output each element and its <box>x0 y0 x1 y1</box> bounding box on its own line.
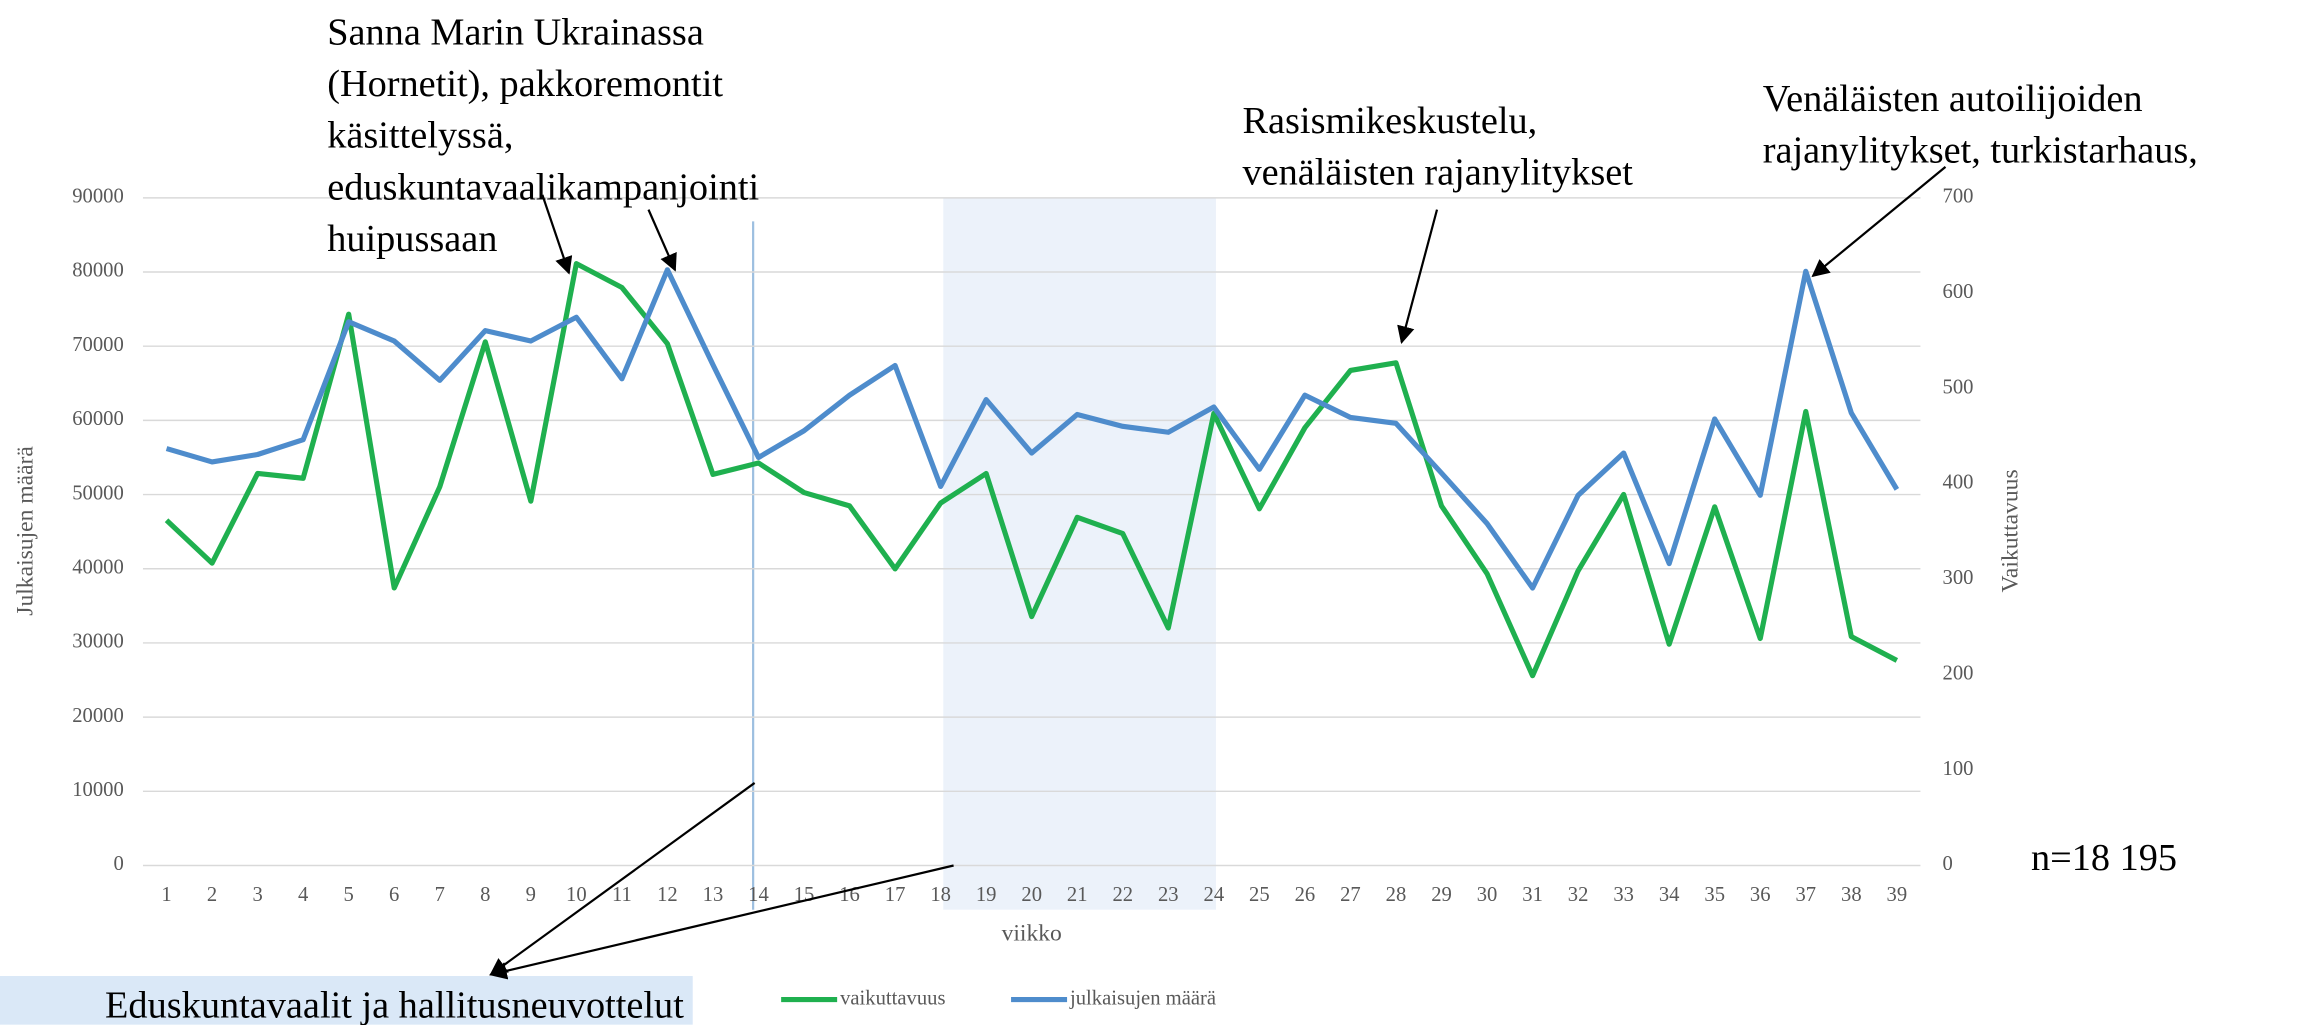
annotation: Sanna Marin Ukrainassa <box>327 12 704 54</box>
x-tick-label: 33 <box>1613 884 1634 906</box>
x-tick-label: 17 <box>885 884 906 906</box>
y2-tick-label: 700 <box>1943 186 1974 208</box>
annotation: Venäläisten autoilijoiden <box>1763 78 2143 120</box>
x-tick-label: 20 <box>1021 884 1042 906</box>
x-tick-label: 37 <box>1795 884 1816 906</box>
y-tick-label: 60000 <box>72 408 124 430</box>
x-tick-label: 4 <box>298 884 308 906</box>
y2-axis-label: Vaikuttavuus <box>1998 469 2024 592</box>
legend-label: julkaisujen määrä <box>1069 987 1216 1009</box>
x-tick-label: 21 <box>1067 884 1088 906</box>
lines <box>164 261 1900 679</box>
y-tick-label: 70000 <box>72 334 124 356</box>
arrow <box>1397 209 1439 344</box>
x-tick-label: 32 <box>1568 884 1589 906</box>
x-tick-label: 8 <box>480 884 490 906</box>
x-tick-label: 36 <box>1750 884 1771 906</box>
y-tick-label: 90000 <box>72 186 124 208</box>
x-tick-label: 22 <box>1112 884 1133 906</box>
x-tick-label: 26 <box>1295 884 1316 906</box>
y-tick-label: 80000 <box>72 260 124 282</box>
x-tick-label: 11 <box>612 884 632 906</box>
x-tick-label: 31 <box>1522 884 1543 906</box>
grid: 0 10000 20000 30000 40000 50000 60000 70000 8000… <box>72 186 1973 907</box>
y2-tick-label: 0 <box>1943 853 1953 875</box>
x-tick-label: 12 <box>657 884 678 906</box>
annotation-box <box>0 976 693 1025</box>
x-tick-label: 38 <box>1841 884 1862 906</box>
y2-tick-label: 500 <box>1943 376 1974 398</box>
arrows <box>489 166 1947 980</box>
y2-tick-label: 600 <box>1943 281 1974 303</box>
arrow <box>489 782 756 976</box>
y-tick-label: 50000 <box>72 482 124 504</box>
x-tick-label: 24 <box>1204 884 1225 906</box>
x-tick-label: 25 <box>1249 884 1270 906</box>
y-tick-label: 40000 <box>72 556 124 578</box>
x-tick-label: 14 <box>748 884 769 906</box>
x-tick-label: 13 <box>703 884 724 906</box>
annotation: venäläisten rajanylitykset <box>1242 152 1633 194</box>
arrow <box>489 864 954 980</box>
x-tick-label: 34 <box>1659 884 1680 906</box>
annotation: huipussaan <box>327 218 497 260</box>
annotation: käsittelyssä, <box>327 115 513 157</box>
series-line <box>165 267 1900 591</box>
x-tick-label: 29 <box>1431 884 1452 906</box>
y-axis-label: Julkaisujen määrä <box>12 446 38 616</box>
annotation: Eduskuntavaalit ja hallitusneuvottelut <box>105 984 684 1025</box>
y2-tick-label: 300 <box>1943 567 1974 589</box>
arrow <box>541 194 573 275</box>
legend-label: vaikuttavuus <box>840 987 945 1009</box>
x-tick-label: 30 <box>1477 884 1498 906</box>
x-axis-label: viikko <box>1002 921 1062 947</box>
arrow <box>1811 166 1947 278</box>
x-tick-label: 39 <box>1887 884 1908 906</box>
y-tick-label: 0 <box>113 853 123 875</box>
x-tick-label: 18 <box>930 884 951 906</box>
annotation: Rasismikeskustelu, <box>1242 100 1537 142</box>
series-line <box>164 261 1899 679</box>
arrow <box>647 209 677 272</box>
y2-tick-label: 200 <box>1943 662 1974 684</box>
x-tick-label: 10 <box>566 884 587 906</box>
x-tick-label: 1 <box>161 884 171 906</box>
x-tick-label: 15 <box>794 884 815 906</box>
highlight-region <box>943 197 1216 910</box>
y-tick-label: 30000 <box>72 631 124 653</box>
x-tick-label: 5 <box>344 884 354 906</box>
sample-size: n=18 195 <box>2031 837 2177 879</box>
x-tick-label: 35 <box>1704 884 1725 906</box>
y2-tick-label: 100 <box>1943 758 1974 780</box>
legend: vaikuttavuus julkaisujen määrä <box>781 987 1216 1009</box>
annotation: rajanylitykset, turkistarhaus, <box>1763 129 2198 171</box>
x-tick-label: 27 <box>1340 884 1361 906</box>
annotation: eduskuntavaalikampanjointi <box>327 166 759 208</box>
y2-tick-label: 400 <box>1943 472 1974 494</box>
x-tick-label: 23 <box>1158 884 1179 906</box>
annotation: (Hornetit), pakkoremontit <box>327 63 723 105</box>
x-tick-label: 3 <box>252 884 262 906</box>
y-tick-label: 10000 <box>72 779 124 801</box>
x-tick-label: 7 <box>435 884 445 906</box>
x-tick-label: 2 <box>207 884 217 906</box>
x-tick-label: 19 <box>976 884 997 906</box>
x-tick-label: 6 <box>389 884 399 906</box>
x-tick-label: 9 <box>526 884 536 906</box>
x-tick-label: 28 <box>1386 884 1407 906</box>
y-tick-label: 20000 <box>72 705 124 727</box>
